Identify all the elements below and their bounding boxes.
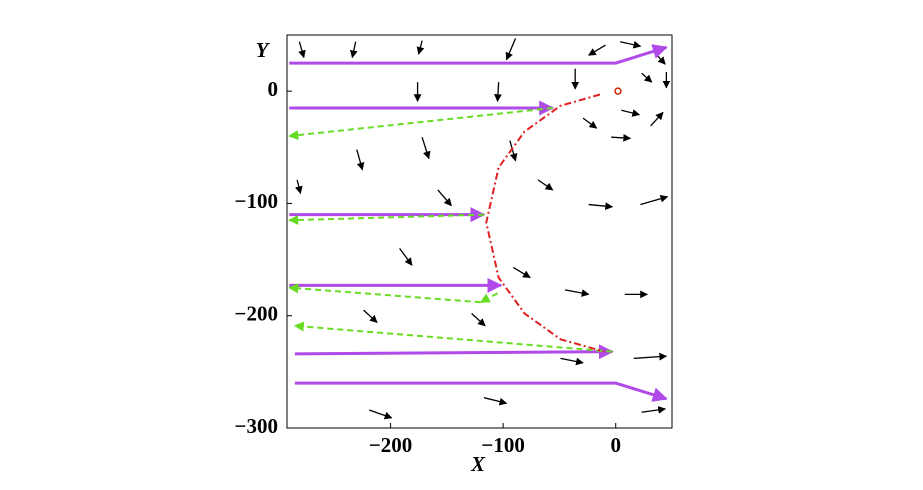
y-tick-label: 0	[268, 77, 279, 101]
vector-arrow	[494, 82, 502, 103]
y-tick-label: −100	[235, 189, 278, 213]
vector-arrow	[416, 40, 425, 55]
trajectory	[289, 44, 668, 65]
vector-arrow	[640, 194, 669, 206]
trajectory	[294, 344, 614, 360]
y-axis-label: Y	[256, 38, 271, 62]
vector-arrow	[471, 312, 486, 327]
vector-arrow	[349, 41, 358, 59]
trajectory	[485, 93, 605, 353]
trajectory	[288, 213, 485, 226]
trajectory	[479, 292, 498, 304]
plot-frame	[286, 34, 673, 429]
vector-arrow	[437, 189, 452, 207]
vector-arrow	[298, 41, 306, 59]
vector-arrow	[611, 133, 632, 142]
trajectory	[293, 321, 613, 353]
x-tick-label: 0	[610, 433, 621, 457]
vector-arrow	[641, 406, 667, 414]
vector-arrow	[588, 202, 614, 211]
vector-arrow	[588, 44, 606, 56]
vector-arrow	[652, 50, 666, 65]
x-tick-label: −100	[481, 433, 524, 457]
trajectory	[294, 381, 668, 402]
vector-arrow	[650, 111, 664, 127]
vector-arrow	[582, 117, 598, 129]
fixed-point	[614, 87, 622, 95]
x-tick-label: −200	[369, 433, 412, 457]
vector-arrow	[620, 40, 642, 49]
vector-arrow	[399, 247, 413, 266]
vector-arrow	[641, 72, 653, 83]
vector-arrow	[537, 179, 554, 191]
vector-arrow	[512, 266, 531, 279]
vector-arrow	[295, 179, 303, 195]
y-tick-label: −200	[235, 302, 278, 326]
vector-arrow	[509, 140, 518, 162]
vector-arrow	[483, 397, 508, 406]
vector-arrow	[621, 109, 641, 117]
vector-arrow	[505, 38, 517, 61]
y-tick-label: −300	[235, 414, 278, 438]
vector-arrow	[368, 409, 393, 420]
x-axis-label: X	[470, 452, 486, 476]
vector-arrow	[560, 357, 584, 366]
vector-arrow	[363, 309, 378, 323]
trajectory	[288, 106, 553, 141]
trajectory	[288, 283, 481, 304]
vector-arrow	[564, 289, 590, 297]
vector-arrow	[421, 136, 431, 160]
vector-arrow	[356, 149, 365, 171]
vector-arrow	[633, 352, 668, 361]
